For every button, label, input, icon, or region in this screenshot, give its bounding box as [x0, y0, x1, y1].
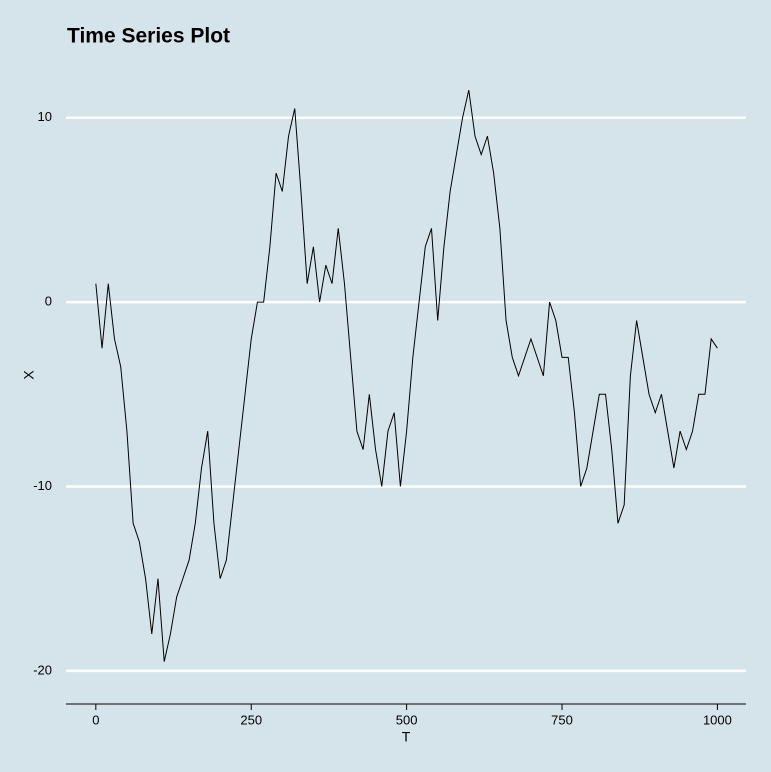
- x-tick-label: 750: [551, 712, 573, 727]
- y-tick-label: 10: [38, 109, 52, 124]
- y-tick-label: -20: [33, 662, 52, 677]
- x-tick-label: 250: [240, 712, 262, 727]
- x-tick-label: 500: [396, 712, 418, 727]
- chart-title: Time Series Plot: [67, 25, 230, 48]
- y-tick-label: -10: [33, 478, 52, 493]
- series-line: [95, 89, 718, 662]
- y-tick-label: 0: [45, 294, 52, 309]
- x-tick-label: 0: [92, 712, 99, 727]
- x-tick-label: 1000: [703, 712, 732, 727]
- x-axis-label: T: [402, 729, 411, 745]
- y-axis-label: X: [21, 370, 37, 380]
